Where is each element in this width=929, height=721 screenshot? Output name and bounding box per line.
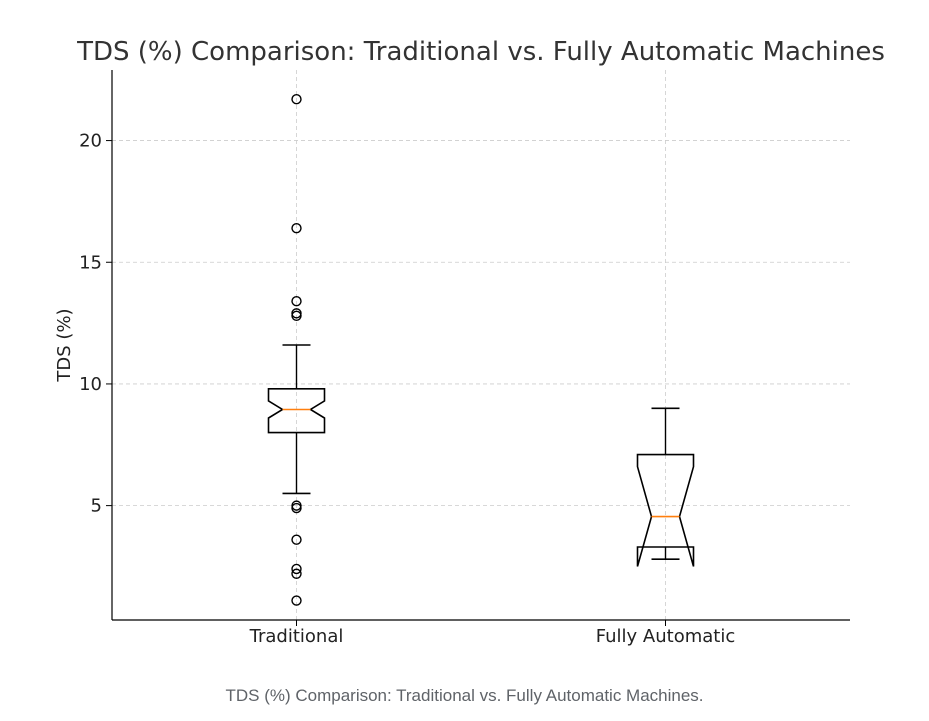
grid-lines (112, 70, 850, 620)
notched-box (267, 388, 326, 434)
y-tick-label: 20 (79, 131, 102, 152)
y-axis-label: TDS (%) (54, 308, 75, 382)
outlier-point (291, 222, 302, 234)
outlier-point (291, 534, 302, 545)
outlier-point (291, 310, 302, 321)
outlier-point (291, 502, 302, 514)
y-tick-label: 10 (79, 374, 102, 395)
outlier-point (291, 595, 302, 606)
axes (106, 70, 850, 626)
notched-box (636, 453, 695, 567)
x-tick-label: Fully Automatic (596, 626, 735, 647)
outlier-point (291, 94, 302, 105)
y-tick-labels: 5 10 15 20 (79, 131, 102, 517)
chart-title: TDS (%) Comparison: Traditional vs. Full… (76, 37, 885, 67)
outlier-point (291, 295, 302, 307)
figure-caption: TDS (%) Comparison: Traditional vs. Full… (225, 686, 704, 705)
y-tick-label: 5 (91, 496, 102, 517)
x-tick-labels: Traditional Fully Automatic (249, 626, 736, 647)
outlier-point (291, 568, 302, 579)
y-tick-label: 15 (79, 252, 102, 273)
boxplot-chart: TDS (%) Comparison: Traditional vs. Full… (54, 37, 885, 647)
x-tick-label: Traditional (249, 626, 344, 647)
outlier-point (291, 563, 302, 575)
box-series (267, 94, 695, 606)
